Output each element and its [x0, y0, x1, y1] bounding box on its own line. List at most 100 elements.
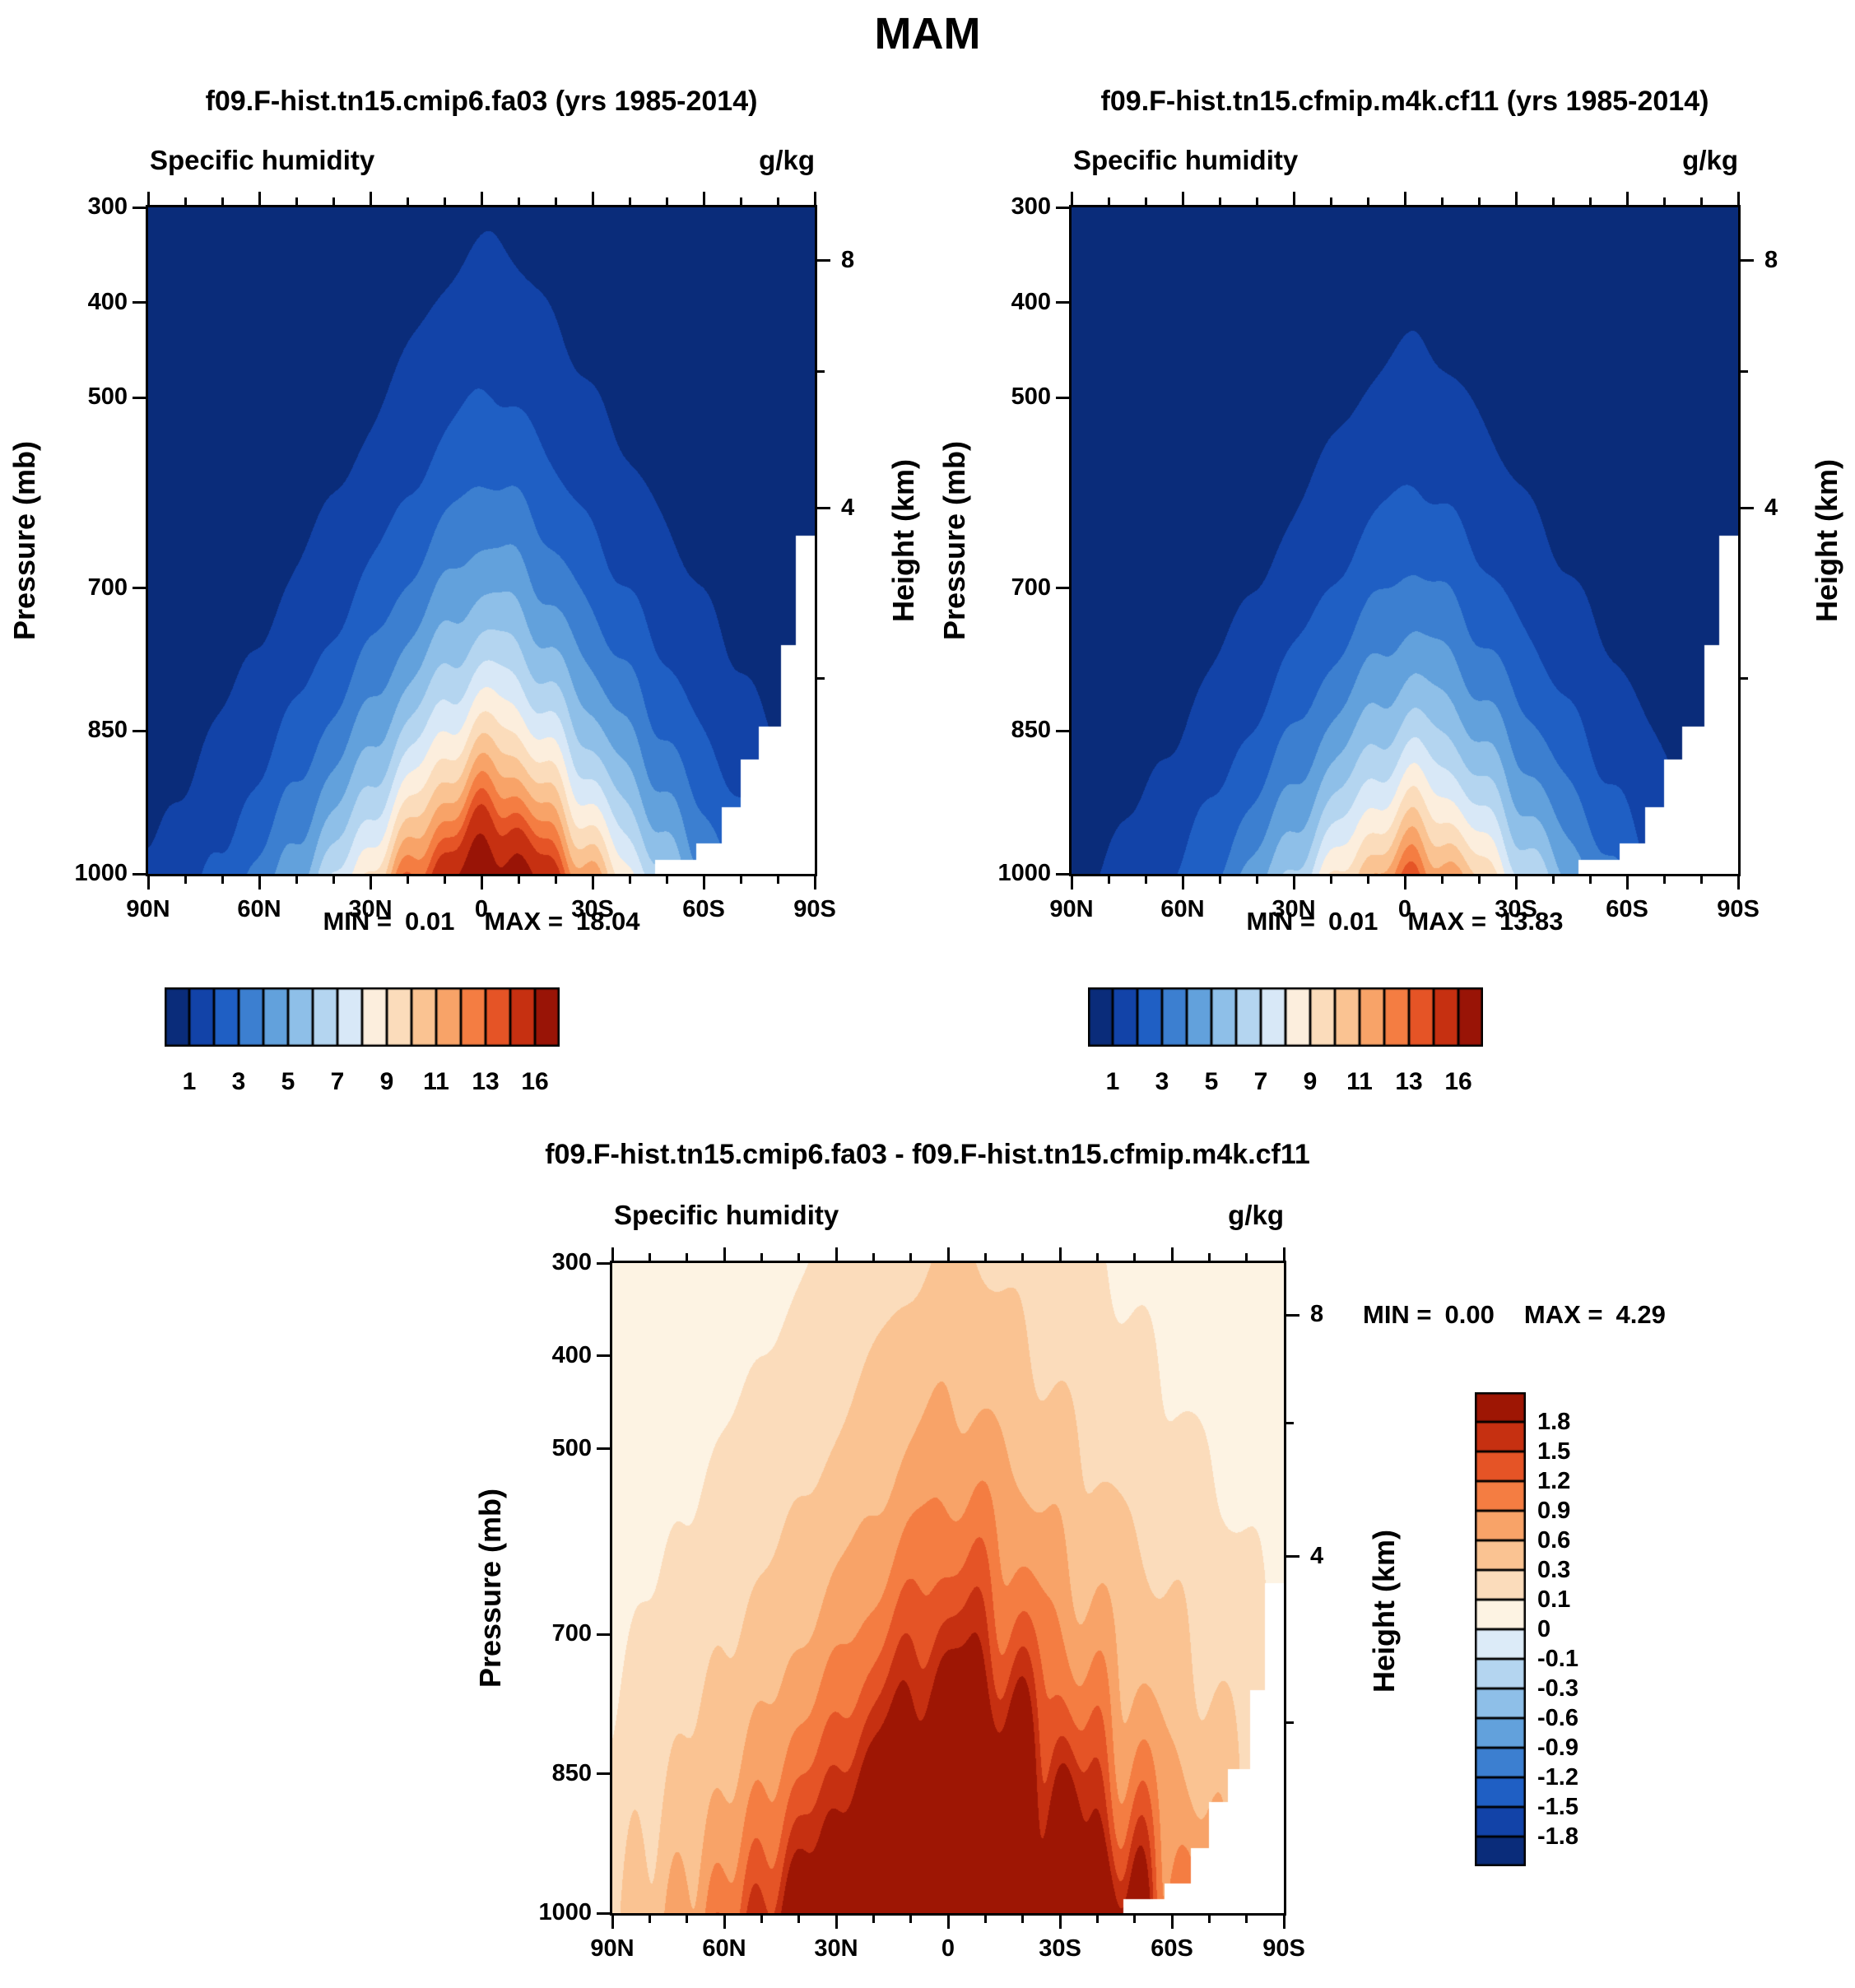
diff-colorbar-tick-label: -0.3 — [1537, 1675, 1578, 1702]
latitude-tick — [369, 876, 372, 889]
latitude-minor-tick — [1107, 876, 1110, 884]
pressure-tick-label: 400 — [551, 1341, 592, 1368]
height-minor-tick — [1286, 1421, 1294, 1424]
pressure-tick — [597, 1354, 610, 1358]
pressure-tick — [1056, 872, 1069, 876]
latitude-minor-tick-top — [983, 1253, 987, 1261]
colorbar-tick-label: 7 — [330, 1068, 345, 1095]
diff-colorbar-tick-label: 1.8 — [1537, 1409, 1571, 1435]
latitude-minor-tick-top — [628, 197, 631, 205]
latitude-tick — [611, 1916, 614, 1929]
latitude-tick-label: 60S — [682, 896, 725, 922]
panel1-plot-frame — [146, 205, 817, 876]
height-tick-label: 4 — [1310, 1542, 1324, 1569]
latitude-minor-tick-top — [554, 197, 557, 205]
diff-colorbar-tick-label: 0.3 — [1537, 1557, 1571, 1583]
latitude-tick-top — [1170, 1247, 1174, 1261]
latitude-minor-tick — [1699, 876, 1703, 884]
latitude-minor-tick-top — [739, 197, 742, 205]
latitude-minor-tick-top — [184, 197, 187, 205]
diff-colorbar-tick-label: -0.9 — [1537, 1735, 1578, 1761]
panel2-contour-canvas — [1072, 207, 1738, 874]
panel1-stats: MIN = 0.01 MAX = 18.04 — [148, 907, 815, 936]
latitude-tick — [1058, 1916, 1062, 1929]
max-label: MAX = — [484, 907, 563, 936]
latitude-minor-tick-top — [332, 197, 335, 205]
latitude-minor-tick-top — [1551, 197, 1555, 205]
latitude-tick — [1292, 876, 1295, 889]
panel1-pressure-axis-title: Pressure (mb) — [7, 440, 41, 641]
latitude-tick-top — [1181, 192, 1184, 205]
min-label: MIN = — [323, 907, 392, 936]
latitude-tick — [1070, 876, 1073, 889]
panel2-pressure-axis-title: Pressure (mb) — [937, 440, 971, 641]
latitude-minor-tick-top — [1133, 1253, 1137, 1261]
panel1-field-label: Specific humidity — [150, 145, 375, 175]
pressure-tick — [597, 1772, 610, 1776]
latitude-tick-label: 60N — [237, 896, 281, 922]
latitude-minor-tick — [739, 876, 742, 884]
latitude-tick — [1514, 876, 1518, 889]
latitude-tick-top — [1058, 1247, 1062, 1261]
height-tick — [817, 259, 830, 262]
diff-contour-canvas — [612, 1263, 1284, 1913]
latitude-minor-tick-top — [1144, 197, 1147, 205]
pressure-tick-label: 850 — [551, 1759, 592, 1786]
pressure-tick — [132, 729, 146, 732]
panel1-height-axis-title: Height (km) — [886, 459, 920, 622]
pressure-tick-label: 500 — [87, 383, 128, 411]
max-label: MAX = — [1407, 907, 1486, 936]
latitude-tick-top — [258, 192, 261, 205]
latitude-minor-tick — [983, 1916, 987, 1923]
latitude-minor-tick — [1329, 876, 1332, 884]
pressure-tick-label: 1000 — [538, 1899, 592, 1925]
latitude-tick — [1282, 1916, 1285, 1929]
latitude-tick — [702, 876, 705, 889]
latitude-minor-tick — [1218, 876, 1221, 884]
latitude-minor-tick — [1021, 1916, 1025, 1923]
latitude-tick-top — [723, 1247, 726, 1261]
colorbar-tick-label: 5 — [281, 1068, 295, 1095]
latitude-minor-tick — [1144, 876, 1147, 884]
max-label: MAX = — [1523, 1300, 1603, 1329]
latitude-minor-tick — [295, 876, 298, 884]
latitude-minor-tick-top — [1255, 197, 1258, 205]
latitude-minor-tick-top — [1245, 1253, 1248, 1261]
pressure-tick — [132, 206, 146, 209]
diff-colorbar-tick-label: 1.5 — [1537, 1438, 1571, 1465]
latitude-tick-label: 90S — [1717, 896, 1760, 922]
max-value: 4.29 — [1616, 1300, 1666, 1329]
panel1-colorbar — [165, 987, 560, 1047]
latitude-minor-tick — [443, 876, 446, 884]
latitude-tick-top — [1514, 192, 1518, 205]
latitude-minor-tick — [628, 876, 631, 884]
latitude-tick-label: 0 — [941, 1935, 955, 1962]
latitude-tick-label: 30N — [348, 896, 393, 922]
diff-colorbar-tick-label: 0.1 — [1537, 1586, 1571, 1613]
season-title: MAM — [874, 9, 981, 58]
colorbar-tick-label: 3 — [1155, 1068, 1169, 1095]
diff-colorbar-tick-label: 0 — [1537, 1616, 1551, 1642]
latitude-tick-label: 90S — [1262, 1935, 1305, 1962]
diff-colorbar-tick-label: -0.1 — [1537, 1646, 1578, 1672]
pressure-tick — [1056, 729, 1069, 732]
height-tick-label: 8 — [1764, 246, 1778, 273]
pressure-tick-label: 500 — [1011, 383, 1051, 411]
height-tick — [1741, 507, 1754, 510]
latitude-minor-tick-top — [776, 197, 779, 205]
latitude-tick — [1170, 1916, 1174, 1929]
panel2-colorbar — [1088, 987, 1483, 1047]
colorbar-tick-label: 16 — [1444, 1068, 1472, 1095]
latitude-minor-tick-top — [1477, 197, 1481, 205]
latitude-minor-tick-top — [1218, 197, 1221, 205]
latitude-tick-label: 90N — [590, 1935, 635, 1962]
latitude-minor-tick — [648, 1916, 651, 1923]
latitude-tick — [723, 1916, 726, 1929]
height-tick-label: 4 — [1764, 494, 1778, 521]
min-value: 0.01 — [1328, 907, 1378, 936]
latitude-minor-tick-top — [648, 1253, 651, 1261]
latitude-tick-top — [369, 192, 372, 205]
colorbar-tick-label: 16 — [521, 1068, 549, 1095]
latitude-tick-top — [1292, 192, 1295, 205]
pressure-tick — [132, 872, 146, 876]
